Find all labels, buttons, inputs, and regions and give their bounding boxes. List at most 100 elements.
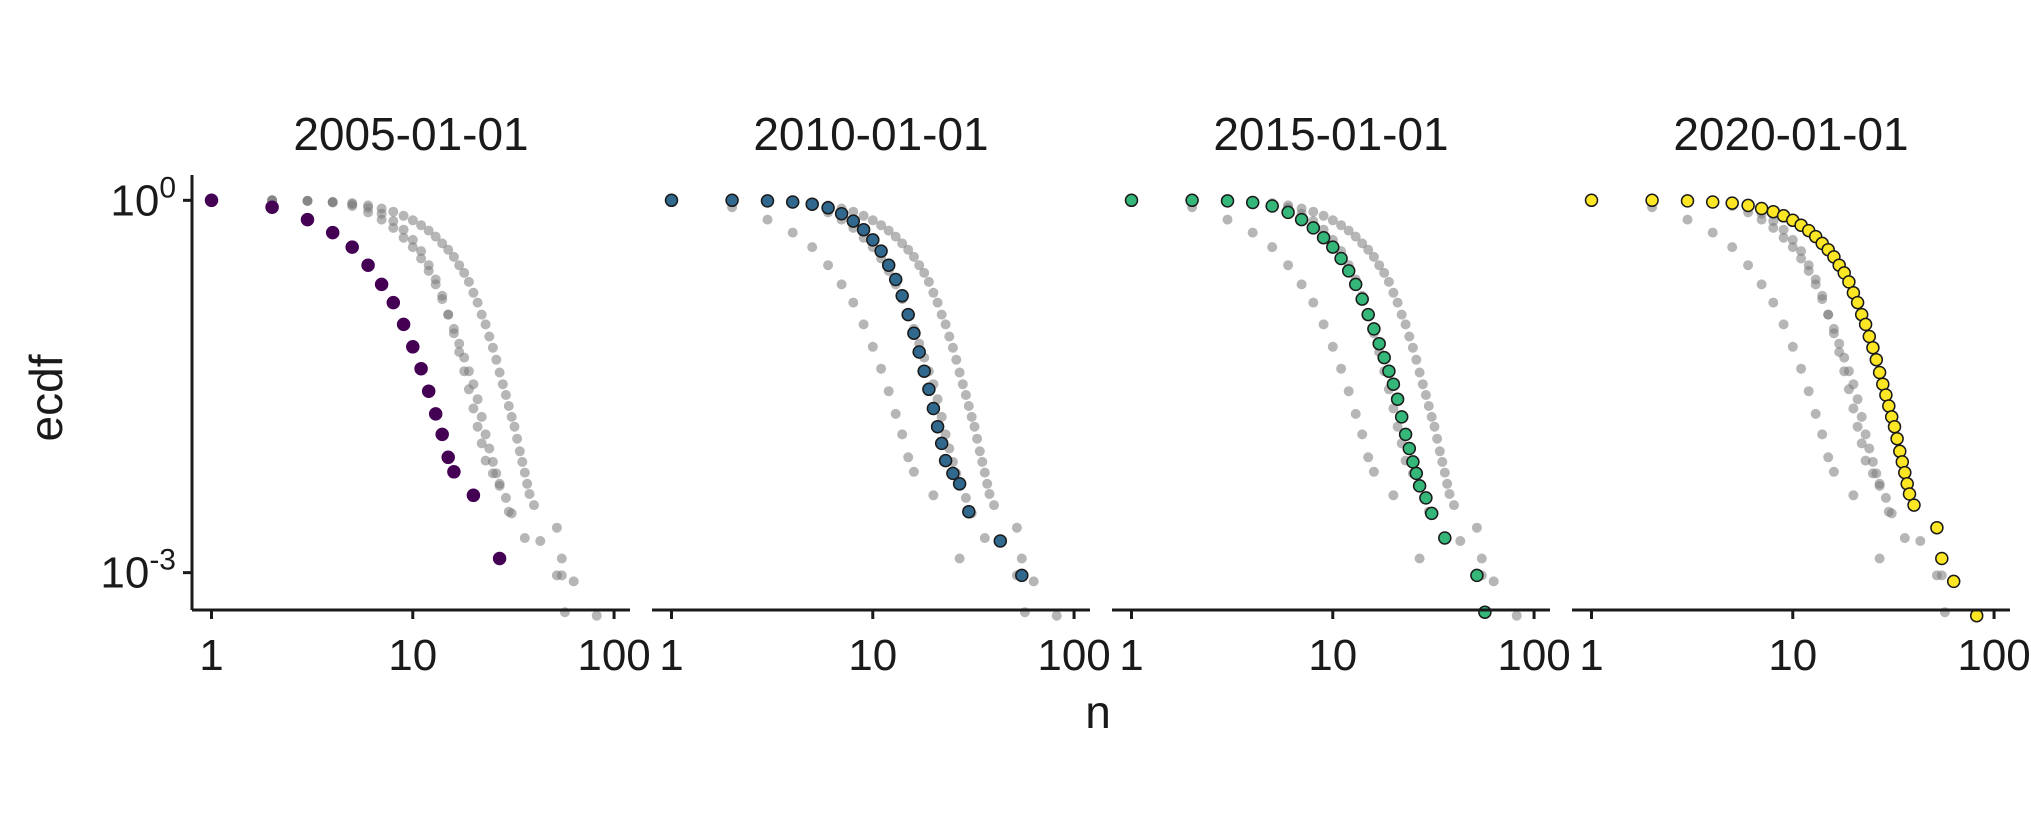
background-point: [416, 246, 427, 257]
background-point: [1768, 297, 1779, 308]
background-point: [407, 234, 418, 245]
background-point: [1871, 468, 1882, 479]
background-point: [969, 421, 980, 432]
background-point: [1796, 246, 1807, 257]
y-tick-label: 100: [110, 171, 176, 225]
background-point: [500, 492, 511, 503]
background-point: [1756, 279, 1767, 290]
background-point: [302, 195, 313, 206]
background-point: [1787, 234, 1798, 245]
background-point: [928, 490, 939, 501]
data-point: [265, 200, 279, 214]
data-point: [1367, 322, 1381, 336]
background-point: [1051, 610, 1062, 621]
background-point: [963, 401, 974, 411]
data-point: [917, 364, 931, 378]
data-point: [1882, 399, 1896, 413]
data-point: [414, 361, 428, 376]
background-point: [524, 489, 535, 499]
data-point: [1265, 199, 1279, 213]
background-point: [1296, 203, 1307, 214]
background-point: [1828, 466, 1839, 477]
background-point: [503, 401, 514, 411]
data-point: [1316, 230, 1331, 245]
data-point: [1124, 193, 1139, 208]
x-tick-label: 1: [1579, 631, 1603, 680]
x-tick-label: 10: [388, 631, 437, 680]
background-point: [494, 367, 505, 378]
facet-panel: 2005-01-01 1 10 100: [192, 108, 651, 680]
data-point: [856, 222, 871, 237]
background-point: [487, 456, 498, 467]
background-point: [908, 466, 919, 477]
background-point: [1368, 251, 1379, 262]
background-point: [519, 467, 530, 478]
background-point: [1899, 533, 1910, 543]
background-point: [867, 341, 878, 352]
background-point: [1414, 553, 1425, 564]
background-point: [1856, 411, 1867, 422]
background-point: [1852, 421, 1863, 432]
background-point: [1444, 489, 1455, 499]
background-point: [1343, 386, 1354, 397]
background-point: [1296, 279, 1307, 290]
data-point: [901, 307, 915, 322]
background-point: [936, 309, 947, 320]
background-point: [1442, 478, 1453, 489]
background-point: [454, 338, 465, 349]
background-point: [876, 220, 887, 231]
background-point: [463, 366, 474, 377]
background-point: [1810, 408, 1821, 419]
data-point: [1470, 568, 1484, 583]
background-point: [1432, 433, 1443, 444]
background-point: [398, 224, 409, 235]
background-point: [1803, 265, 1814, 276]
data-point: [441, 450, 455, 465]
background-point: [1511, 610, 1522, 621]
x-tick-label: 10: [848, 631, 897, 680]
background-point: [1823, 309, 1834, 320]
facet-title: 2010-01-01: [753, 108, 988, 160]
background-point: [1383, 276, 1394, 287]
background-point: [960, 492, 971, 503]
background-point: [974, 446, 985, 457]
data-point: [1866, 340, 1880, 355]
background-point: [979, 533, 990, 543]
data-point: [1361, 307, 1375, 322]
background-point: [1476, 553, 1487, 564]
background-point: [1848, 379, 1859, 390]
data-point: [938, 453, 953, 468]
background-point: [787, 227, 798, 238]
background-point: [1392, 421, 1403, 432]
background-point: [1267, 242, 1278, 253]
background-point: [1011, 522, 1022, 533]
background-point: [867, 215, 878, 226]
background-point: [1931, 570, 1942, 581]
background-point: [1778, 232, 1789, 243]
data-point: [1754, 201, 1769, 216]
background-point: [1414, 367, 1425, 378]
data-point: [1245, 195, 1260, 210]
data-point: [1478, 605, 1492, 619]
x-tick-label: 1: [1119, 631, 1143, 680]
background-point: [430, 279, 441, 290]
background-point: [443, 244, 454, 255]
data-point: [1294, 212, 1309, 227]
background-point: [1283, 260, 1294, 271]
data-point: [834, 206, 849, 221]
background-point: [1886, 508, 1897, 519]
background-point: [1420, 390, 1431, 400]
data-point: [1858, 317, 1873, 332]
background-point: [1411, 354, 1422, 365]
x-tick-label: 1: [199, 631, 223, 680]
background-point: [347, 198, 358, 209]
background-point: [1449, 500, 1459, 511]
data-point: [926, 401, 941, 416]
background-point: [1848, 490, 1859, 501]
data-point: [1394, 410, 1409, 424]
y-tick-label: 10-3: [100, 544, 176, 598]
x-tick-label: 100: [1957, 631, 2030, 680]
background-point: [762, 214, 773, 225]
data-point: [1705, 195, 1720, 209]
